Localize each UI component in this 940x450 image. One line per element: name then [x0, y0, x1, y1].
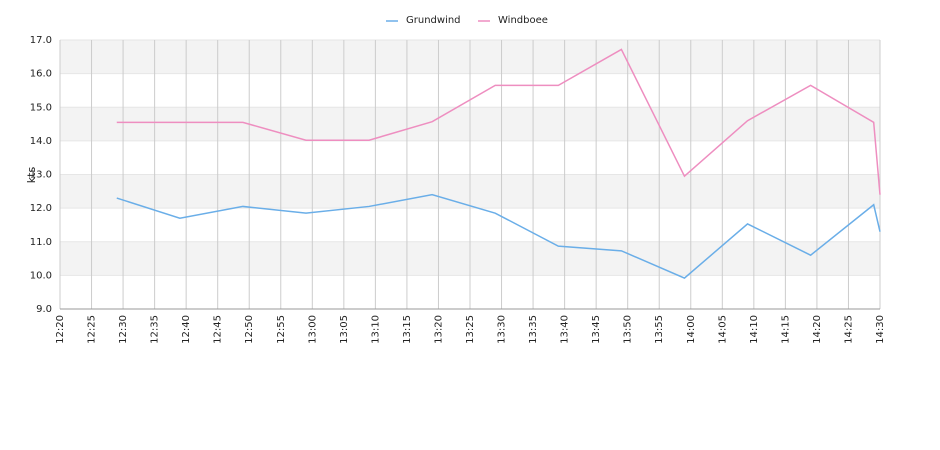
- x-tick-label: 13:30: [497, 315, 508, 344]
- x-tick-label: 13:40: [560, 315, 571, 344]
- line-series: [116, 193, 881, 279]
- x-tick-label: 12:45: [213, 315, 224, 344]
- y-tick-label: 15.0: [30, 102, 52, 113]
- y-tick-label: 10.0: [30, 270, 52, 281]
- line-series: [116, 48, 881, 195]
- x-tick-label: 12:55: [276, 315, 287, 344]
- x-tick-label: 13:00: [307, 315, 318, 344]
- y-tick-label: 17.0: [30, 35, 52, 46]
- x-tick-label: 12:40: [181, 315, 192, 344]
- x-tick-label: 14:30: [875, 315, 886, 344]
- x-tick-label: 13:55: [654, 315, 665, 344]
- y-tick-label: 11.0: [30, 237, 52, 248]
- x-tick-label: 14:10: [749, 315, 760, 344]
- y-tick-label: 16.0: [30, 69, 52, 80]
- x-tick-label: 13:50: [623, 315, 634, 344]
- y-tick-label: 13.0: [30, 170, 52, 181]
- legend-label: Windboee: [498, 15, 548, 26]
- y-tick-label: 12.0: [30, 203, 52, 214]
- x-tick-label: 13:45: [591, 315, 602, 344]
- x-tick-label: 12:35: [150, 315, 161, 344]
- x-tick-label: 12:50: [244, 315, 255, 344]
- x-tick-label: 13:20: [433, 315, 444, 344]
- x-tick-label: 14:05: [717, 315, 728, 344]
- x-tick-label: 14:25: [843, 315, 854, 344]
- y-axis-label: kts: [25, 167, 38, 184]
- x-tick-label: 14:15: [780, 315, 791, 344]
- x-tick-label: 14:00: [686, 315, 697, 344]
- y-tick-label: 9.0: [36, 304, 52, 315]
- x-tick-label: 13:35: [528, 315, 539, 344]
- x-tick-label: 12:25: [87, 315, 98, 344]
- x-tick-label: 13:10: [370, 315, 381, 344]
- y-tick-label: 14.0: [30, 136, 52, 147]
- x-tick-label: 12:30: [118, 315, 129, 344]
- legend-label: Grundwind: [406, 15, 461, 26]
- x-tick-label: 13:15: [402, 315, 413, 344]
- x-tick-label: 14:20: [812, 315, 823, 344]
- x-tick-label: 13:25: [465, 315, 476, 344]
- x-tick-label: 12:20: [55, 315, 66, 344]
- x-tick-label: 13:05: [339, 315, 350, 344]
